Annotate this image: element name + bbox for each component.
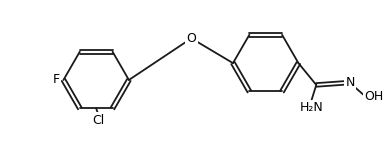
Text: H₂N: H₂N <box>300 101 323 114</box>
Text: Cl: Cl <box>92 114 104 127</box>
Text: F: F <box>53 73 60 86</box>
Text: N: N <box>345 76 355 90</box>
Text: OH: OH <box>364 90 383 103</box>
Text: O: O <box>186 32 196 45</box>
